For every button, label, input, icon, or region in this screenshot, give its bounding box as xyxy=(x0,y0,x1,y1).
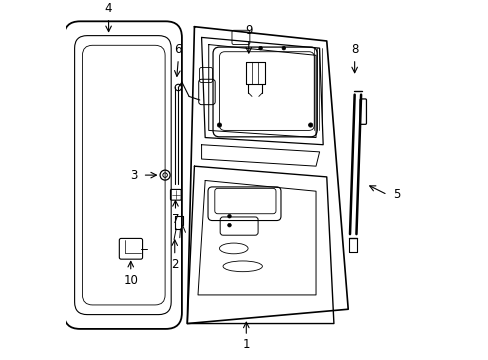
Text: 6: 6 xyxy=(174,44,182,57)
Text: 10: 10 xyxy=(123,274,138,287)
Text: 7: 7 xyxy=(171,213,179,226)
Text: 1: 1 xyxy=(242,338,249,351)
Text: 3: 3 xyxy=(130,168,137,181)
Text: 8: 8 xyxy=(350,44,358,57)
Text: 5: 5 xyxy=(392,188,399,201)
Circle shape xyxy=(282,46,285,50)
Circle shape xyxy=(308,123,312,127)
Circle shape xyxy=(217,123,221,127)
Circle shape xyxy=(258,46,262,50)
Text: 4: 4 xyxy=(104,2,112,15)
Text: 9: 9 xyxy=(244,24,252,37)
Circle shape xyxy=(227,215,231,218)
Circle shape xyxy=(227,224,231,227)
Text: 2: 2 xyxy=(171,258,178,271)
